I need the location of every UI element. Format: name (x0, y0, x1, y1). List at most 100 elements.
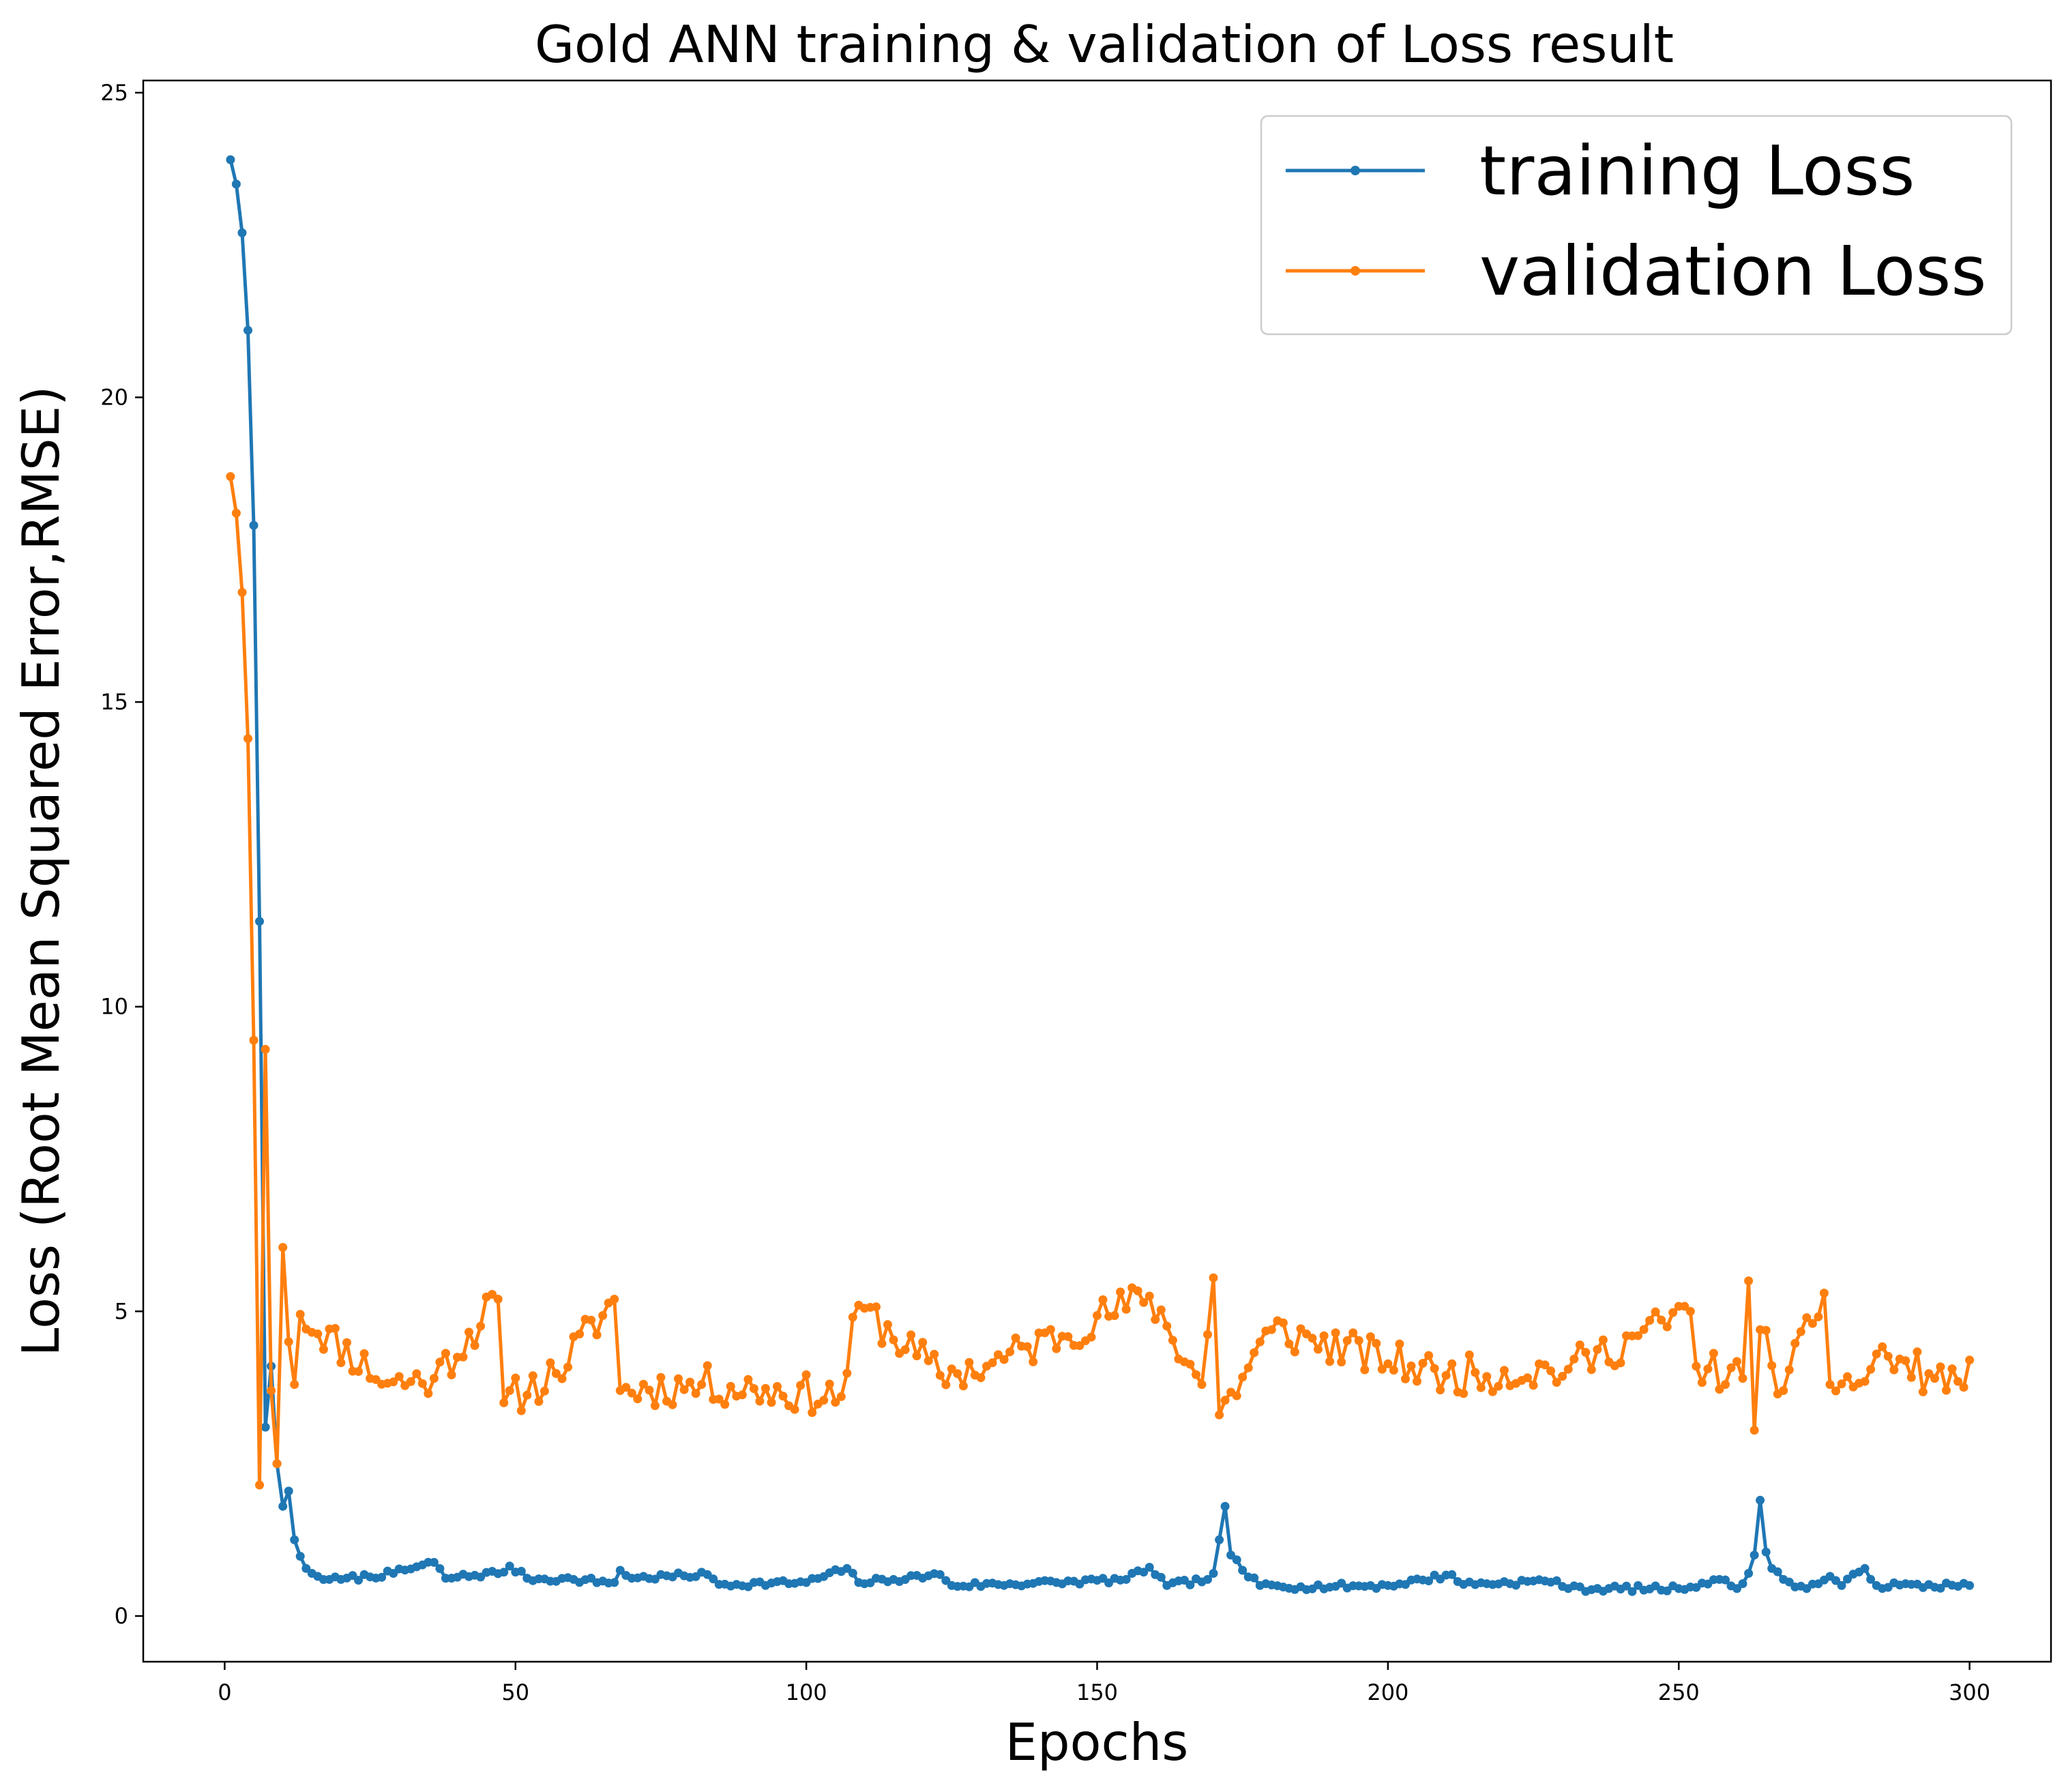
data-point (1913, 1347, 1922, 1357)
data-point (1366, 1332, 1375, 1342)
data-point (557, 1374, 567, 1383)
data-point (1936, 1362, 1945, 1372)
data-point (627, 1388, 636, 1398)
data-point (801, 1370, 811, 1379)
data-point (1232, 1555, 1241, 1565)
data-point (790, 1405, 799, 1414)
data-point (1139, 1297, 1149, 1307)
data-point (540, 1386, 549, 1396)
data-point (906, 1330, 916, 1340)
data-point (1837, 1379, 1846, 1389)
data-point (1784, 1365, 1794, 1375)
data-point (470, 1341, 479, 1350)
data-point (1203, 1574, 1212, 1584)
data-point (1744, 1276, 1754, 1286)
data-point (1581, 1348, 1591, 1357)
data-point (1087, 1332, 1096, 1342)
data-point (958, 1381, 968, 1391)
data-point (354, 1576, 363, 1585)
data-point (1121, 1304, 1131, 1314)
data-point (488, 1290, 497, 1299)
data-point (261, 1044, 270, 1054)
data-point (1401, 1374, 1410, 1383)
data-point (999, 1355, 1009, 1364)
data-point (435, 1564, 445, 1573)
data-point (1395, 1339, 1404, 1349)
data-point (1162, 1321, 1172, 1331)
legend-label-training: training Loss (1479, 131, 1915, 211)
data-point (720, 1400, 730, 1409)
data-point (1354, 1336, 1363, 1345)
data-point (1866, 1364, 1876, 1374)
plot-frame (142, 79, 2052, 1663)
data-point (691, 1389, 700, 1398)
data-point (1744, 1569, 1754, 1578)
data-point (284, 1337, 293, 1347)
data-point (1360, 1365, 1370, 1375)
data-point (1860, 1377, 1870, 1386)
data-point (1552, 1378, 1561, 1387)
data-point (528, 1371, 537, 1381)
data-point (656, 1372, 666, 1382)
data-point (889, 1335, 898, 1345)
data-point (1447, 1359, 1457, 1368)
data-point (1488, 1387, 1497, 1396)
data-point (1837, 1581, 1846, 1590)
data-point (429, 1557, 439, 1567)
x-axis-ticks: 0 50 100 150 200 250 300 (218, 1662, 1990, 1705)
data-point (1156, 1305, 1166, 1314)
data-point (709, 1574, 718, 1584)
data-point (272, 1459, 282, 1469)
data-point (1197, 1380, 1207, 1390)
data-point (825, 1379, 834, 1389)
data-point (1052, 1344, 1061, 1353)
data-point (313, 1330, 323, 1338)
data-point (726, 1381, 735, 1391)
data-point (1901, 1356, 1910, 1366)
data-point (1145, 1291, 1154, 1301)
data-point (1151, 1314, 1160, 1324)
data-point (1807, 1319, 1817, 1328)
data-point (1750, 1426, 1759, 1435)
data-point (1784, 1577, 1794, 1587)
data-point (767, 1398, 776, 1407)
data-point (1843, 1574, 1852, 1584)
data-point (237, 228, 247, 237)
data-point (1296, 1324, 1305, 1334)
data-point (1418, 1359, 1428, 1368)
data-point (1232, 1391, 1241, 1400)
data-point (458, 1352, 468, 1362)
data-point (1413, 1377, 1421, 1386)
data-point (836, 1392, 846, 1401)
data-point (1209, 1273, 1218, 1282)
data-point (1924, 1369, 1934, 1379)
data-point (1436, 1385, 1445, 1395)
data-point (1930, 1374, 1939, 1383)
data-point (1290, 1347, 1299, 1357)
data-point (1011, 1333, 1020, 1342)
data-point (1372, 1338, 1381, 1348)
data-point (1692, 1362, 1701, 1371)
data-point (645, 1385, 654, 1395)
data-point (1220, 1396, 1230, 1405)
data-point (1767, 1361, 1777, 1370)
data-point (1732, 1584, 1741, 1593)
data-point (534, 1397, 544, 1406)
data-point (1953, 1377, 1963, 1386)
data-point (1215, 1410, 1224, 1420)
y-tick-label: 0 (115, 1603, 128, 1629)
data-point (697, 1380, 707, 1390)
data-point (1825, 1380, 1835, 1390)
data-point (1441, 1370, 1451, 1380)
data-point (1459, 1389, 1469, 1398)
data-point (1761, 1325, 1771, 1335)
data-point (808, 1408, 817, 1418)
data-point (988, 1358, 997, 1368)
data-point (1430, 1364, 1439, 1373)
data-point (1243, 1363, 1253, 1372)
data-point (1790, 1338, 1800, 1348)
data-point (278, 1243, 288, 1252)
data-point (1116, 1287, 1125, 1297)
data-point (1662, 1322, 1672, 1332)
